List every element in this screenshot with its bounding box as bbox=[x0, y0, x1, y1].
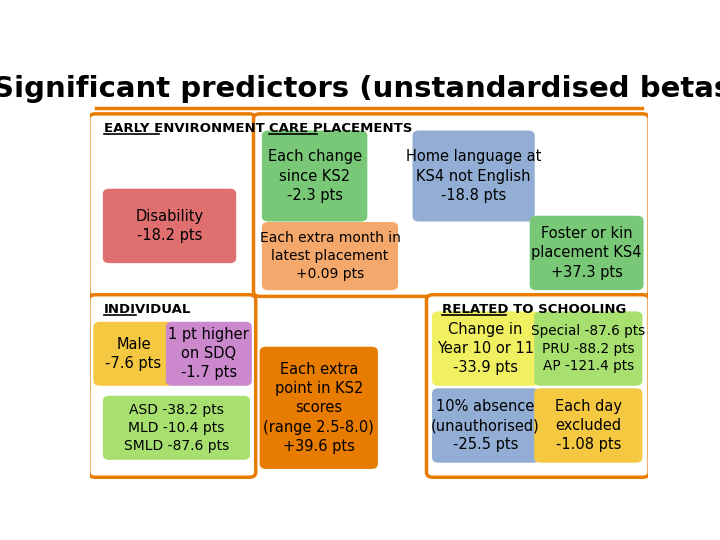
FancyBboxPatch shape bbox=[426, 295, 649, 477]
FancyBboxPatch shape bbox=[166, 322, 252, 386]
Text: Foster or kin
placement KS4
+37.3 pts: Foster or kin placement KS4 +37.3 pts bbox=[531, 226, 642, 280]
Text: Male
-7.6 pts: Male -7.6 pts bbox=[105, 336, 161, 371]
FancyBboxPatch shape bbox=[534, 312, 642, 386]
Text: Change in
Year 10 or 11
-33.9 pts: Change in Year 10 or 11 -33.9 pts bbox=[437, 322, 534, 375]
Text: Special -87.6 pts
PRU -88.2 pts
AP -121.4 pts: Special -87.6 pts PRU -88.2 pts AP -121.… bbox=[531, 324, 645, 374]
FancyBboxPatch shape bbox=[89, 295, 256, 477]
Text: 1 pt higher
on SDQ
-1.7 pts: 1 pt higher on SDQ -1.7 pts bbox=[168, 327, 249, 381]
Text: Each extra
point in KS2
scores
(range 2.5-8.0)
+39.6 pts: Each extra point in KS2 scores (range 2.… bbox=[264, 362, 374, 454]
FancyBboxPatch shape bbox=[103, 396, 250, 460]
Text: Each day
excluded
-1.08 pts: Each day excluded -1.08 pts bbox=[555, 399, 622, 452]
Text: 10% absence
(unauthorised)
-25.5 pts: 10% absence (unauthorised) -25.5 pts bbox=[431, 399, 540, 452]
Text: CARE PLACEMENTS: CARE PLACEMENTS bbox=[269, 122, 412, 135]
FancyBboxPatch shape bbox=[103, 188, 236, 263]
FancyBboxPatch shape bbox=[432, 388, 539, 463]
FancyBboxPatch shape bbox=[253, 114, 649, 296]
Text: Each extra month in
latest placement
+0.09 pts: Each extra month in latest placement +0.… bbox=[259, 231, 400, 281]
Text: RELATED TO SCHOOLING: RELATED TO SCHOOLING bbox=[441, 303, 626, 316]
FancyBboxPatch shape bbox=[262, 222, 398, 290]
FancyBboxPatch shape bbox=[432, 312, 539, 386]
Text: ASD -38.2 pts
MLD -10.4 pts
SMLD -87.6 pts: ASD -38.2 pts MLD -10.4 pts SMLD -87.6 p… bbox=[124, 403, 229, 453]
Text: Home language at
KS4 not English
-18.8 pts: Home language at KS4 not English -18.8 p… bbox=[406, 150, 541, 202]
Text: Disability
-18.2 pts: Disability -18.2 pts bbox=[135, 209, 204, 243]
FancyBboxPatch shape bbox=[530, 216, 644, 290]
FancyBboxPatch shape bbox=[89, 114, 256, 296]
FancyBboxPatch shape bbox=[94, 322, 174, 386]
FancyBboxPatch shape bbox=[413, 131, 535, 221]
Text: EARLY ENVIRONMENT: EARLY ENVIRONMENT bbox=[104, 122, 265, 135]
Text: INDIVIDUAL: INDIVIDUAL bbox=[104, 303, 192, 316]
Text: Significant predictors (unstandardised betas): Significant predictors (unstandardised b… bbox=[0, 75, 720, 103]
FancyBboxPatch shape bbox=[262, 131, 367, 221]
FancyBboxPatch shape bbox=[534, 388, 642, 463]
Text: Each change
since KS2
-2.3 pts: Each change since KS2 -2.3 pts bbox=[268, 150, 361, 202]
FancyBboxPatch shape bbox=[260, 347, 378, 469]
